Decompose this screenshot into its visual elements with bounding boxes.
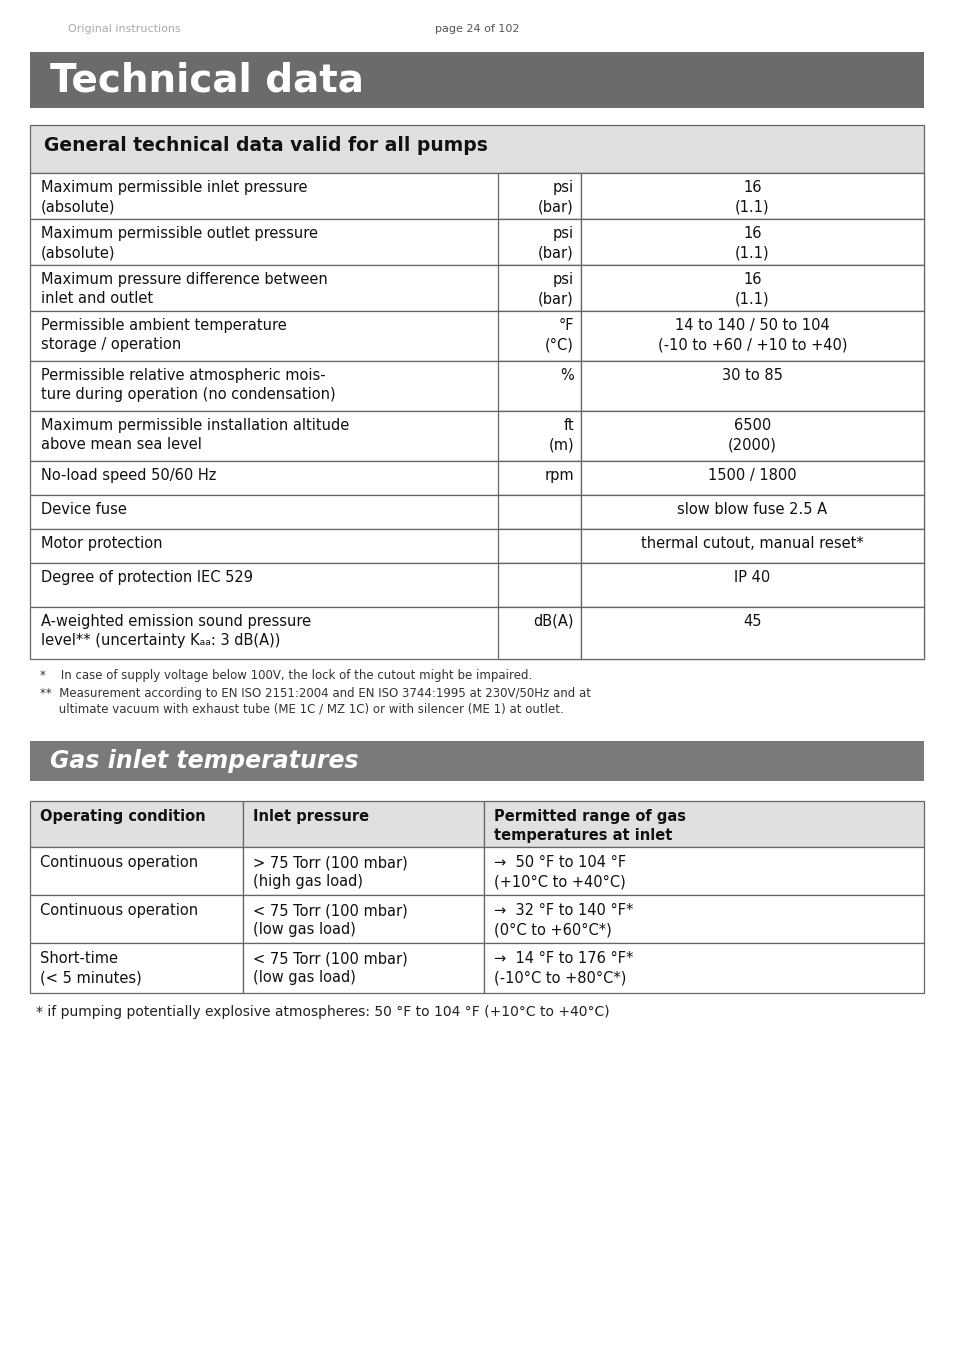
Text: page 24 of 102: page 24 of 102 bbox=[435, 24, 518, 34]
Bar bbox=[30, 741, 923, 782]
Text: %: % bbox=[559, 369, 574, 383]
Text: 45: 45 bbox=[742, 614, 760, 629]
Text: < 75 Torr (100 mbar)
(low gas load): < 75 Torr (100 mbar) (low gas load) bbox=[253, 950, 407, 986]
Bar bbox=[30, 944, 243, 994]
Bar bbox=[580, 173, 923, 219]
Text: Maximum permissible outlet pressure
(absolute): Maximum permissible outlet pressure (abs… bbox=[41, 225, 317, 261]
Bar bbox=[580, 608, 923, 659]
Bar bbox=[580, 310, 923, 360]
Text: Device fuse: Device fuse bbox=[41, 502, 127, 517]
Bar bbox=[30, 265, 923, 310]
Bar bbox=[580, 219, 923, 265]
Text: rpm: rpm bbox=[544, 468, 574, 483]
Bar bbox=[30, 460, 923, 495]
Text: Permissible ambient temperature
storage / operation: Permissible ambient temperature storage … bbox=[41, 319, 287, 352]
Text: Original instructions: Original instructions bbox=[68, 24, 180, 34]
Bar bbox=[497, 563, 580, 608]
Bar bbox=[580, 460, 923, 495]
Text: 16
(1.1): 16 (1.1) bbox=[735, 271, 769, 306]
Bar bbox=[497, 360, 580, 410]
Bar bbox=[30, 846, 243, 895]
Bar bbox=[30, 608, 923, 659]
Bar bbox=[483, 801, 923, 846]
Text: dB(A): dB(A) bbox=[533, 614, 574, 629]
Bar bbox=[483, 846, 923, 895]
Text: 6500
(2000): 6500 (2000) bbox=[727, 418, 776, 452]
Text: Short-time
(< 5 minutes): Short-time (< 5 minutes) bbox=[40, 950, 142, 986]
Bar bbox=[30, 310, 923, 360]
Text: 1500 / 1800: 1500 / 1800 bbox=[707, 468, 796, 483]
Bar bbox=[30, 53, 923, 108]
Bar bbox=[483, 944, 923, 994]
Text: < 75 Torr (100 mbar)
(low gas load): < 75 Torr (100 mbar) (low gas load) bbox=[253, 903, 407, 937]
Bar bbox=[580, 563, 923, 608]
Text: psi
(bar): psi (bar) bbox=[537, 271, 574, 306]
Text: Maximum permissible installation altitude
above mean sea level: Maximum permissible installation altitud… bbox=[41, 418, 349, 452]
Bar bbox=[243, 801, 483, 846]
Text: Technical data: Technical data bbox=[50, 61, 363, 99]
Text: →  32 °F to 140 °F*
(0°C to +60°C*): → 32 °F to 140 °F* (0°C to +60°C*) bbox=[494, 903, 633, 937]
Text: IP 40: IP 40 bbox=[734, 570, 770, 585]
Text: Gas inlet temperatures: Gas inlet temperatures bbox=[50, 749, 358, 774]
Text: **  Measurement according to EN ISO 2151:2004 and EN ISO 3744:1995 at 230V/50Hz : ** Measurement according to EN ISO 2151:… bbox=[40, 687, 590, 701]
Text: psi
(bar): psi (bar) bbox=[537, 180, 574, 215]
Text: Permitted range of gas
temperatures at inlet: Permitted range of gas temperatures at i… bbox=[494, 809, 685, 844]
Text: 14 to 140 / 50 to 104
(-10 to +60 / +10 to +40): 14 to 140 / 50 to 104 (-10 to +60 / +10 … bbox=[657, 319, 846, 352]
Bar bbox=[243, 944, 483, 994]
Bar bbox=[497, 310, 580, 360]
Text: * if pumping potentially explosive atmospheres: 50 °F to 104 °F (+10°C to +40°C): * if pumping potentially explosive atmos… bbox=[36, 1004, 609, 1019]
Bar bbox=[30, 895, 243, 944]
Bar bbox=[497, 529, 580, 563]
Text: *    In case of supply voltage below 100V, the lock of the cutout might be impai: * In case of supply voltage below 100V, … bbox=[40, 670, 532, 682]
Text: No-load speed 50/60 Hz: No-load speed 50/60 Hz bbox=[41, 468, 216, 483]
Bar bbox=[30, 173, 923, 219]
Text: Continuous operation: Continuous operation bbox=[40, 903, 198, 918]
Bar bbox=[580, 265, 923, 310]
Text: A-weighted emission sound pressure
level** (uncertainty Kₐₐ: 3 dB(A)): A-weighted emission sound pressure level… bbox=[41, 614, 311, 648]
Text: Inlet pressure: Inlet pressure bbox=[253, 809, 369, 824]
Text: > 75 Torr (100 mbar)
(high gas load): > 75 Torr (100 mbar) (high gas load) bbox=[253, 855, 407, 890]
Text: slow blow fuse 2.5 A: slow blow fuse 2.5 A bbox=[677, 502, 826, 517]
Text: Operating condition: Operating condition bbox=[40, 809, 206, 824]
Bar bbox=[580, 529, 923, 563]
Bar bbox=[30, 495, 923, 529]
Text: Maximum permissible inlet pressure
(absolute): Maximum permissible inlet pressure (abso… bbox=[41, 180, 307, 215]
Bar bbox=[30, 360, 923, 410]
Text: 16
(1.1): 16 (1.1) bbox=[735, 180, 769, 215]
Bar bbox=[483, 895, 923, 944]
Bar bbox=[497, 495, 580, 529]
Text: Degree of protection IEC 529: Degree of protection IEC 529 bbox=[41, 570, 253, 585]
Text: Permissible relative atmospheric mois-
ture during operation (no condensation): Permissible relative atmospheric mois- t… bbox=[41, 369, 335, 402]
Bar bbox=[497, 410, 580, 460]
Text: General technical data valid for all pumps: General technical data valid for all pum… bbox=[44, 136, 487, 155]
Text: psi
(bar): psi (bar) bbox=[537, 225, 574, 261]
Text: 16
(1.1): 16 (1.1) bbox=[735, 225, 769, 261]
Text: ultimate vacuum with exhaust tube (ME 1C / MZ 1C) or with silencer (ME 1) at out: ultimate vacuum with exhaust tube (ME 1C… bbox=[40, 703, 563, 716]
Bar bbox=[30, 801, 243, 846]
Text: Motor protection: Motor protection bbox=[41, 536, 162, 551]
Bar bbox=[243, 895, 483, 944]
Bar bbox=[30, 410, 923, 460]
Bar bbox=[580, 410, 923, 460]
Text: ft
(m): ft (m) bbox=[548, 418, 574, 452]
Bar bbox=[243, 846, 483, 895]
Text: →  14 °F to 176 °F*
(-10°C to +80°C*): → 14 °F to 176 °F* (-10°C to +80°C*) bbox=[494, 950, 633, 986]
Bar bbox=[497, 460, 580, 495]
Bar bbox=[497, 173, 580, 219]
Bar bbox=[30, 529, 923, 563]
Bar bbox=[497, 265, 580, 310]
Bar bbox=[30, 563, 923, 608]
Bar bbox=[580, 360, 923, 410]
Bar bbox=[580, 495, 923, 529]
Bar bbox=[497, 219, 580, 265]
Text: thermal cutout, manual reset*: thermal cutout, manual reset* bbox=[640, 536, 863, 551]
Text: °F
(°C): °F (°C) bbox=[544, 319, 574, 352]
Text: →  50 °F to 104 °F
(+10°C to +40°C): → 50 °F to 104 °F (+10°C to +40°C) bbox=[494, 855, 625, 890]
Bar bbox=[497, 608, 580, 659]
Bar bbox=[30, 126, 923, 173]
Bar bbox=[30, 219, 923, 265]
Text: Maximum pressure difference between
inlet and outlet: Maximum pressure difference between inle… bbox=[41, 271, 328, 306]
Text: Continuous operation: Continuous operation bbox=[40, 855, 198, 869]
Text: 30 to 85: 30 to 85 bbox=[721, 369, 782, 383]
